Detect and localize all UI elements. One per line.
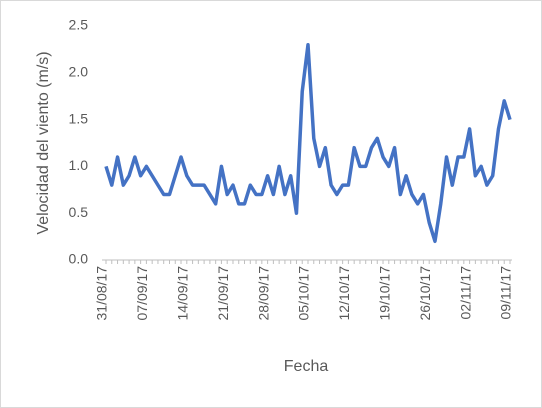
- x-tick-label: 02/11/17: [457, 266, 473, 320]
- x-tick-label: 14/09/17: [175, 266, 191, 321]
- x-tick-label: 28/09/17: [255, 266, 271, 321]
- y-tick-label: 2.0: [69, 64, 89, 80]
- x-tick-label: 09/11/17: [498, 266, 514, 320]
- x-axis-title: Fecha: [284, 358, 329, 375]
- y-axis-title: Velocidad del viento (m/s): [35, 51, 52, 234]
- x-tick-label: 26/10/17: [417, 266, 433, 321]
- x-tick-label: 19/10/17: [377, 266, 393, 321]
- x-tick-label: 07/09/17: [134, 266, 150, 321]
- y-tick-label: 1.0: [69, 157, 89, 173]
- x-tick-label: 12/10/17: [336, 266, 352, 321]
- data-line: [104, 42, 512, 244]
- y-tick-label: 1.5: [69, 110, 89, 126]
- x-tick-label: 21/09/17: [215, 266, 231, 321]
- x-tick-label: 05/10/17: [296, 266, 312, 321]
- y-tick-label: 0.5: [69, 204, 89, 220]
- y-tick-label: 0.0: [69, 251, 89, 267]
- x-tick-label: 31/08/17: [94, 266, 110, 321]
- y-tick-label: 2.5: [69, 17, 89, 33]
